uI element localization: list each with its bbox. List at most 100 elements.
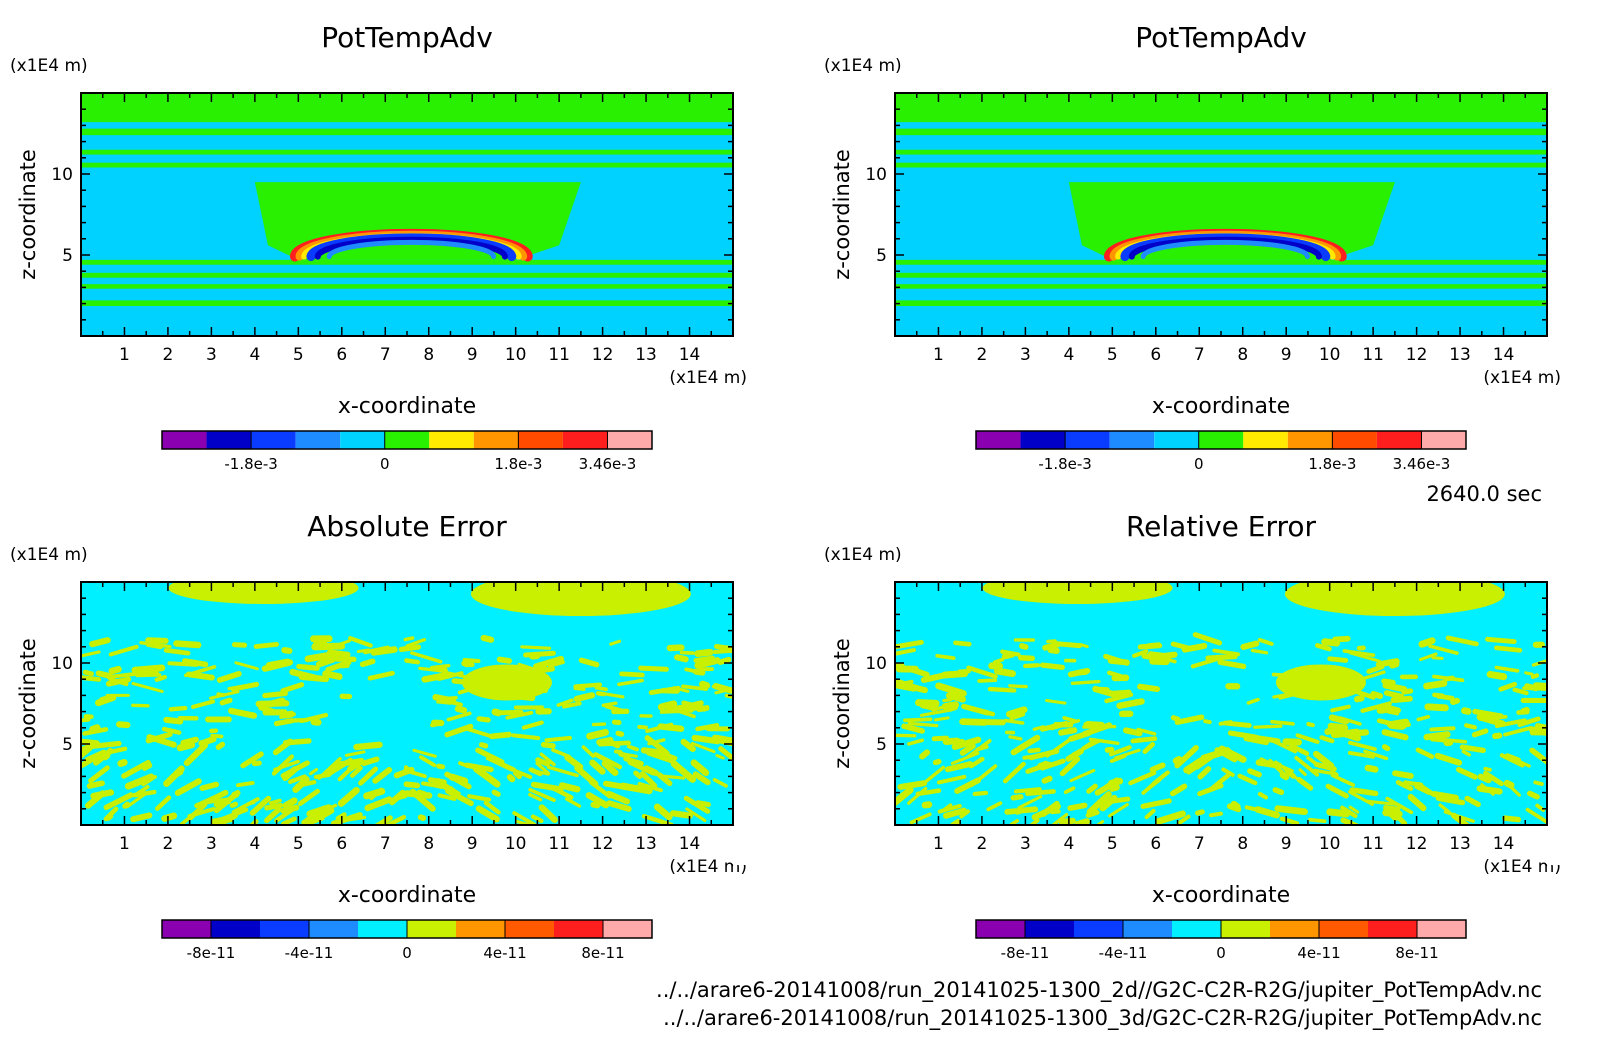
error-streak (280, 816, 297, 827)
error-streak (446, 711, 472, 722)
error-streak (281, 647, 293, 654)
colorbar-swatch (1123, 920, 1172, 938)
error-streak (1423, 679, 1448, 690)
error-streak (80, 675, 102, 682)
colorbar-swatch (456, 920, 505, 938)
error-streak (136, 669, 159, 677)
error-streak (483, 800, 501, 815)
colorbar-swatch (1154, 431, 1199, 449)
error-streak (942, 697, 953, 703)
error-streak (185, 671, 215, 681)
x-tick-label: 1 (119, 345, 130, 365)
stripe-band (81, 122, 733, 129)
error-streak (353, 741, 383, 751)
error-streak (1353, 695, 1365, 703)
error-streak (1144, 808, 1156, 820)
error-streak (203, 735, 217, 745)
x-tick-label: 7 (380, 345, 391, 365)
error-streak (1197, 766, 1212, 780)
error-streak (627, 760, 656, 776)
x-tick-label: 12 (1406, 345, 1428, 365)
error-streak (1155, 810, 1186, 825)
error-streak (920, 765, 945, 787)
error-streak (1040, 800, 1060, 817)
error-streak (606, 800, 632, 812)
error-streak (492, 689, 521, 700)
stripe-band (81, 300, 733, 307)
error-streak (403, 766, 414, 773)
x-tick-label: 2 (977, 834, 988, 854)
error-streak (637, 724, 648, 730)
error-streak (1502, 815, 1522, 823)
error-streak (670, 760, 697, 783)
error-streak (1294, 755, 1320, 777)
error-streak (1319, 735, 1335, 744)
error-streak (1499, 753, 1525, 768)
error-streak (268, 798, 282, 805)
error-streak (1382, 809, 1403, 818)
error-streak (288, 774, 307, 785)
error-streak (1498, 681, 1518, 692)
error-streak (506, 774, 516, 783)
x-tick-label: 11 (1362, 345, 1384, 365)
error-streak (235, 781, 255, 788)
error-streak (931, 705, 945, 712)
error-streak (1197, 783, 1224, 797)
error-streak (86, 780, 105, 789)
x-tick-label: 5 (293, 345, 304, 365)
error-streak (436, 763, 446, 770)
error-streak (1308, 817, 1327, 824)
error-streak (1257, 791, 1269, 800)
error-streak (1017, 795, 1043, 810)
error-streak (1176, 814, 1191, 826)
error-streak (1288, 743, 1310, 756)
advection-arc (326, 239, 496, 260)
error-streak (1415, 747, 1435, 759)
error-streak (167, 661, 199, 667)
error-streak (915, 699, 940, 707)
error-streak (1200, 747, 1231, 762)
error-streak (1336, 682, 1366, 693)
error-streak (1340, 729, 1370, 738)
error-streak (1494, 665, 1520, 673)
colorbar-tick-label: -4e-11 (285, 944, 334, 962)
x-tick-label: 9 (1281, 345, 1292, 365)
advection-arc (1140, 239, 1310, 260)
chart-title: Absolute Error (307, 510, 507, 543)
x-tick-label: 13 (1449, 834, 1471, 854)
error-streak (1483, 766, 1492, 772)
error-streak (601, 760, 619, 777)
error-streak (1503, 779, 1515, 789)
error-streak (1526, 790, 1540, 800)
error-streak (280, 682, 305, 694)
x-tick-label: 11 (548, 345, 570, 365)
error-streak (693, 655, 715, 663)
error-streak (344, 750, 366, 757)
error-streak (633, 770, 643, 779)
error-streak (641, 813, 674, 828)
colorbar-swatch (1172, 920, 1221, 938)
error-streak (412, 748, 437, 758)
error-streak (1347, 750, 1376, 759)
error-streak (448, 773, 469, 785)
error-streak (1407, 793, 1427, 812)
error-streak (231, 642, 248, 648)
error-streak (1226, 803, 1242, 813)
stripe-band (895, 135, 1547, 141)
error-streak (361, 756, 380, 767)
error-streak (657, 700, 678, 711)
error-streak (1347, 687, 1376, 700)
error-streak (106, 671, 138, 680)
x-tick-label: 12 (592, 345, 614, 365)
error-streak (1103, 653, 1130, 666)
error-streak (1530, 673, 1540, 680)
colorbar-swatch (340, 431, 385, 449)
error-streak (919, 749, 931, 760)
error-streak (476, 716, 491, 723)
y-axis-label: z-coordinate (16, 149, 40, 280)
error-streak (1094, 784, 1110, 796)
error-streak (234, 661, 259, 671)
error-streak (1359, 670, 1386, 681)
error-streak (1253, 724, 1283, 729)
error-streak (405, 638, 427, 648)
